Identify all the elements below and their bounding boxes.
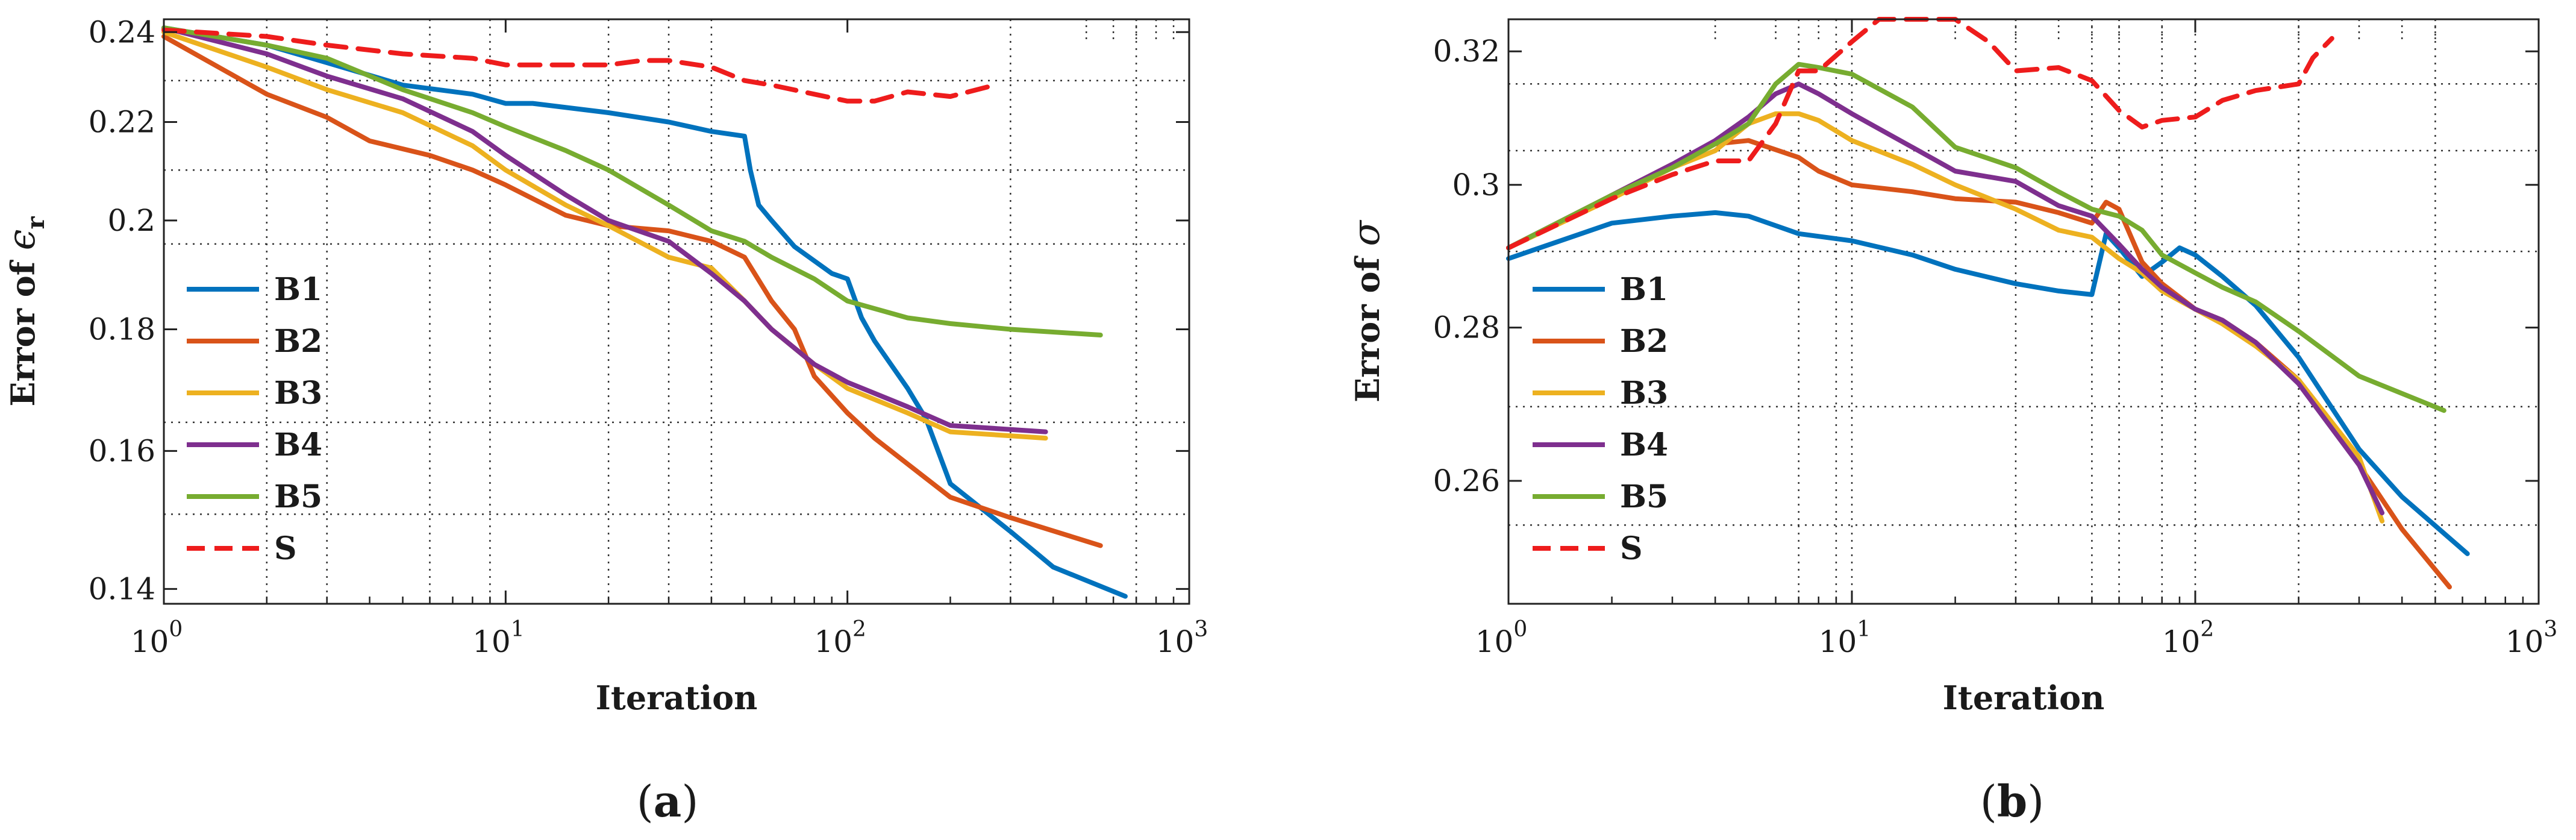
x-axis-label: Iteration (596, 679, 758, 717)
legend-label-b4: B4 (274, 427, 322, 463)
series-line-b5 (1506, 61, 2446, 413)
y-tick-label: 0.24 (89, 14, 155, 49)
x-tick-base: 10 (814, 624, 852, 659)
x-tick-base: 10 (131, 624, 169, 659)
x-tick-exponent: 0 (1513, 617, 1527, 642)
x-tick-label: 103 (2506, 617, 2558, 659)
caption-paren-close: ) (681, 776, 698, 827)
panel-caption: (a) (637, 776, 699, 827)
y-tick-label: 0.26 (1433, 463, 1500, 498)
legend-label-b1: B1 (274, 271, 322, 308)
x-tick-exponent: 2 (852, 617, 866, 642)
y-axis-label-symbol: ϵ (0, 229, 43, 250)
caption-letter: a (654, 776, 682, 827)
x-tick-base: 10 (472, 624, 511, 659)
y-tick-label: 0.32 (1433, 34, 1500, 69)
legend-label-b2: B2 (1620, 323, 1668, 360)
x-tick-base: 10 (1475, 624, 1514, 659)
x-tick-exponent: 1 (511, 617, 525, 642)
x-tick-exponent: 0 (169, 617, 183, 642)
series-line-b5 (161, 25, 1103, 337)
series-line-b4 (161, 25, 1048, 434)
caption-paren-close: ) (2027, 776, 2044, 827)
series-line-b2 (161, 34, 1103, 548)
x-tick-base: 10 (2506, 624, 2544, 659)
x-tick-label: 101 (1819, 617, 1871, 659)
y-axis-label: Error of σ (1344, 219, 1388, 402)
x-tick-base: 10 (2162, 624, 2201, 659)
y-axis-label-prefix: Error of (4, 250, 42, 406)
x-tick-label: 103 (1156, 617, 1208, 659)
y-tick-label: 0.22 (89, 104, 155, 139)
caption-letter: b (1997, 776, 2027, 827)
caption-paren-open: ( (1980, 776, 1997, 827)
x-tick-label: 102 (814, 617, 866, 659)
y-tick-label: 0.14 (89, 571, 155, 606)
x-tick-label: 100 (1475, 617, 1528, 659)
x-tick-base: 10 (1156, 624, 1195, 659)
legend-label-b3: B3 (1620, 375, 1668, 412)
x-tick-base: 10 (1819, 624, 1857, 659)
data-series (161, 25, 1128, 599)
legend-label-s: S (274, 530, 297, 567)
x-tick-label: 101 (472, 617, 525, 659)
axes-frame (163, 18, 1190, 605)
x-tick-exponent: 1 (1857, 617, 1871, 642)
x-axis-label: Iteration (1943, 679, 2105, 717)
y-tick-label: 0.16 (89, 433, 155, 468)
series-line-s (1506, 17, 2334, 251)
y-axis-label-prefix: Error of (1348, 246, 1387, 402)
plot-area (164, 19, 1189, 604)
x-tick-exponent: 2 (2200, 617, 2214, 642)
series-line-b4 (1506, 81, 2385, 516)
legend: B1 B2 B3 B4 B5 S (187, 271, 322, 567)
y-axis-label-symbol: σ (1344, 219, 1388, 246)
y-tick-label: 0.18 (89, 312, 155, 346)
x-tick-exponent: 3 (2543, 617, 2557, 642)
legend-label-b2: B2 (274, 323, 322, 360)
caption-paren-open: ( (637, 776, 654, 827)
grid-lines (1508, 19, 2539, 604)
chart-panel-b: 100 101 102 1030.260.280.30.32IterationErro… (1344, 17, 2558, 827)
plot-area (1508, 19, 2539, 604)
series-line-b1 (1506, 210, 2470, 556)
x-tick-label: 102 (2162, 617, 2215, 659)
legend-label-b1: B1 (1620, 271, 1668, 308)
axes-frame (1507, 18, 2540, 605)
data-series (1506, 17, 2470, 590)
grid-lines (164, 19, 1189, 604)
series-line-b3 (161, 30, 1048, 441)
legend-label-b4: B4 (1620, 427, 1668, 463)
y-axis-label-subscript: r (22, 216, 50, 229)
legend-label-s: S (1620, 530, 1643, 567)
panel-caption: (b) (1980, 776, 2045, 827)
x-tick-label: 100 (131, 617, 183, 659)
legend-label-b5: B5 (274, 478, 322, 515)
legend-label-b3: B3 (274, 375, 322, 412)
y-tick-label: 0.2 (107, 203, 155, 238)
series-line-s (161, 27, 998, 104)
legend-label-b5: B5 (1620, 478, 1668, 515)
y-tick-label: 0.28 (1433, 310, 1500, 345)
x-tick-exponent: 3 (1194, 617, 1208, 642)
legend: B1 B2 B3 B4 B5 S (1533, 271, 1668, 567)
y-tick-label: 0.3 (1452, 168, 1500, 202)
y-axis-label: Error of ϵr (0, 216, 50, 406)
chart-panel-a: 100 101 102 1030.140.160.180.20.220.24Itera… (0, 14, 1208, 827)
